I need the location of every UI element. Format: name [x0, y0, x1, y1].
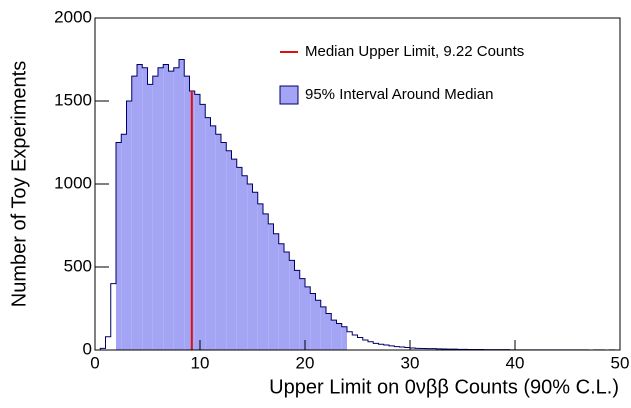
y-axis-title: Number of Toy Experiments [8, 61, 30, 307]
histogram-bin [384, 345, 389, 350]
histogram-bin [373, 343, 378, 350]
histogram-bin [236, 167, 242, 350]
histogram-bin [278, 243, 284, 350]
histogram-bin [289, 260, 295, 350]
histogram-bin [226, 150, 232, 350]
histogram-bin [341, 326, 347, 350]
histogram-bin [257, 203, 263, 350]
histogram-bin [368, 342, 373, 350]
histogram-bin [331, 320, 337, 350]
histogram-bin [106, 337, 111, 350]
legend-interval: 95% Interval Around Median [305, 86, 493, 103]
histogram-bin [126, 101, 132, 350]
histogram-bin [389, 346, 394, 350]
histogram-bin [310, 293, 316, 350]
histogram-bin [152, 76, 158, 350]
legend-interval-swatch [279, 85, 299, 105]
histogram-bin [347, 332, 352, 350]
y-tick-label: 0 [83, 339, 92, 358]
histogram-bin [111, 284, 116, 350]
histogram-bin [121, 134, 127, 350]
histogram-bin [147, 84, 153, 351]
histogram-bin [194, 94, 200, 350]
x-tick-label: 20 [296, 353, 315, 372]
legend-median: Median Upper Limit, 9.22 Counts [305, 43, 524, 60]
histogram-bin [242, 175, 248, 350]
histogram-bin [210, 125, 216, 351]
histogram-bin [299, 278, 305, 350]
y-tick-label: 1500 [54, 90, 92, 109]
histogram-bin [116, 142, 122, 350]
histogram-bin [326, 313, 332, 350]
histogram-bin [320, 306, 326, 350]
histogram-bin [200, 104, 206, 350]
histogram-bin [184, 76, 190, 350]
histogram-bin [168, 71, 174, 351]
histogram-bin [131, 76, 137, 350]
x-tick-label: 50 [611, 353, 630, 372]
histogram-bin [173, 67, 179, 351]
histogram-bin [137, 64, 143, 350]
histogram-bin [352, 335, 357, 350]
histogram-bin [252, 192, 258, 350]
y-tick-label: 1000 [54, 173, 92, 192]
histogram-bin [315, 300, 321, 350]
y-tick-label: 2000 [54, 7, 92, 26]
histogram-bin [247, 184, 253, 350]
histogram-bin [336, 323, 342, 350]
histogram-bin [158, 67, 164, 351]
histogram-bin [142, 67, 148, 351]
histogram-bin [363, 340, 368, 350]
x-axis-title: Upper Limit on 0νββ Counts (90% C.L.) [269, 376, 619, 398]
x-tick-label: 10 [191, 353, 210, 372]
x-tick-label: 40 [506, 353, 525, 372]
histogram-bin [273, 233, 279, 350]
histogram-bin [379, 344, 384, 350]
histogram-bin [294, 270, 300, 350]
histogram-bin [221, 142, 227, 350]
histogram-bin [268, 223, 274, 350]
histogram-bin [284, 252, 290, 350]
histogram-bin [205, 117, 211, 350]
histogram-bin [263, 213, 269, 350]
y-tick-label: 500 [64, 256, 92, 275]
histogram-bin [305, 286, 311, 350]
histogram-bin [215, 134, 221, 350]
x-tick-label: 0 [90, 353, 99, 372]
histogram-bin [231, 159, 237, 350]
histogram-bin [358, 338, 363, 350]
histogram-bin [163, 64, 169, 350]
x-tick-label: 30 [401, 353, 420, 372]
histogram-bin [179, 59, 185, 350]
